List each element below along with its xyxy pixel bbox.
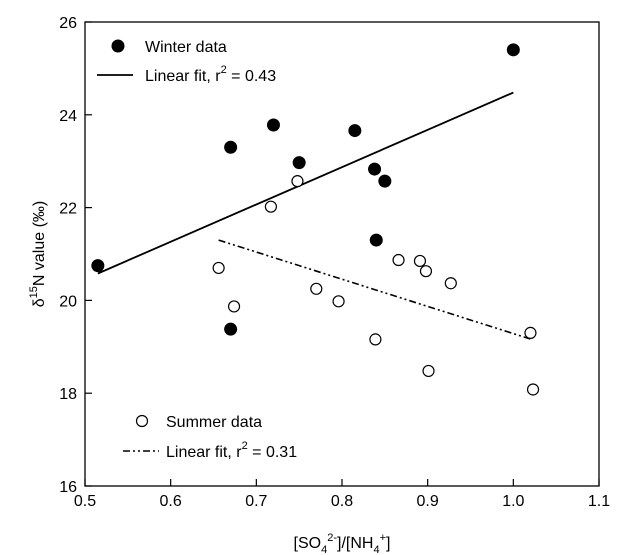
data-points xyxy=(91,43,540,396)
legend-summer-fit-label: Linear fit, r2 = 0.31 xyxy=(166,440,297,461)
x-tick-label-1: 0.6 xyxy=(160,493,182,510)
x-tick-label-6: 1.1 xyxy=(588,493,610,510)
x-axis-label-sup2: + xyxy=(380,532,386,544)
fit-line-0 xyxy=(97,91,514,275)
x-tick-label-5: 1.0 xyxy=(502,493,524,510)
legend-summer-label: Summer data xyxy=(166,414,262,431)
summer-point-3 xyxy=(291,175,304,188)
y-axis-label-delta: δ xyxy=(31,298,48,307)
legend-summer-fit-value: = 0.31 xyxy=(248,444,297,461)
summer-point-8 xyxy=(413,254,427,268)
x-axis-label-open: [SO xyxy=(294,535,322,552)
fit-lines xyxy=(97,91,534,341)
x-tick-label-3: 0.8 xyxy=(331,493,353,510)
summer-point-7 xyxy=(392,253,405,267)
y-tick-label-3: 22 xyxy=(59,201,77,218)
legend-summer: Summer data Linear fit, r2 = 0.31 xyxy=(123,414,297,461)
x-axis-label-sub1: 4 xyxy=(321,544,327,555)
winter-point-9 xyxy=(506,43,520,57)
x-axis-label-sup1: 2- xyxy=(327,532,337,544)
summer-point-11 xyxy=(444,277,457,290)
summer-point-9 xyxy=(419,265,433,278)
winter-point-3 xyxy=(266,118,280,132)
legend-winter: Winter data Linear fit, r2 = 0.43 xyxy=(97,39,276,85)
legend-summer-fit-text: Linear fit, r xyxy=(166,444,242,461)
y-tick-label-4: 24 xyxy=(59,108,77,125)
y-axis-label-sup: 15 xyxy=(28,286,40,298)
summer-point-10 xyxy=(422,364,435,378)
winter-point-7 xyxy=(369,233,383,247)
y-axis-label: δ15N value (‰) xyxy=(28,201,48,308)
y-tick-label-0: 16 xyxy=(59,479,77,496)
legend-summer-marker xyxy=(135,414,149,428)
y-tick-label-1: 18 xyxy=(59,386,77,403)
winter-point-0 xyxy=(91,259,105,273)
plot-frame xyxy=(84,21,600,487)
y-axis-label-rest: N value (‰) xyxy=(31,201,48,286)
legend-winter-fit-text: Linear fit, r xyxy=(145,68,221,85)
x-tick-label-0: 0.5 xyxy=(74,493,96,510)
summer-point-6 xyxy=(369,333,382,346)
summer-point-4 xyxy=(310,282,323,295)
y-tick-label-2: 20 xyxy=(59,293,77,310)
x-tick-label-4: 0.9 xyxy=(417,493,439,510)
legend-winter-fit-sup: 2 xyxy=(221,64,227,76)
winter-point-5 xyxy=(348,124,362,138)
legend-winter-marker xyxy=(111,39,125,53)
summer-point-1 xyxy=(227,300,241,313)
x-axis-label-sub2: 4 xyxy=(373,544,379,555)
x-axis-label-mid: ]/[NH xyxy=(337,535,373,552)
summer-point-2 xyxy=(264,200,277,213)
winter-point-6 xyxy=(368,162,382,176)
legend-winter-label: Winter data xyxy=(145,39,227,56)
x-axis-label: [SO42-]/[NH4+] xyxy=(294,532,391,555)
fit-line-1 xyxy=(218,239,534,341)
winter-point-1 xyxy=(224,140,238,154)
legend-winter-fit-label: Linear fit, r2 = 0.43 xyxy=(145,64,276,85)
winter-point-2 xyxy=(224,322,238,336)
legend-winter-fit-value: = 0.43 xyxy=(227,68,276,85)
winter-point-8 xyxy=(378,174,392,188)
summer-point-5 xyxy=(332,295,345,308)
summer-point-0 xyxy=(212,261,225,275)
x-tick-label-2: 0.7 xyxy=(245,493,267,510)
x-axis-label-close: ] xyxy=(386,535,390,552)
y-tick-label-5: 26 xyxy=(59,15,77,32)
summer-point-12 xyxy=(524,326,537,339)
summer-point-13 xyxy=(526,383,540,396)
legend-summer-fit-sup: 2 xyxy=(242,440,248,452)
winter-point-4 xyxy=(292,156,306,170)
